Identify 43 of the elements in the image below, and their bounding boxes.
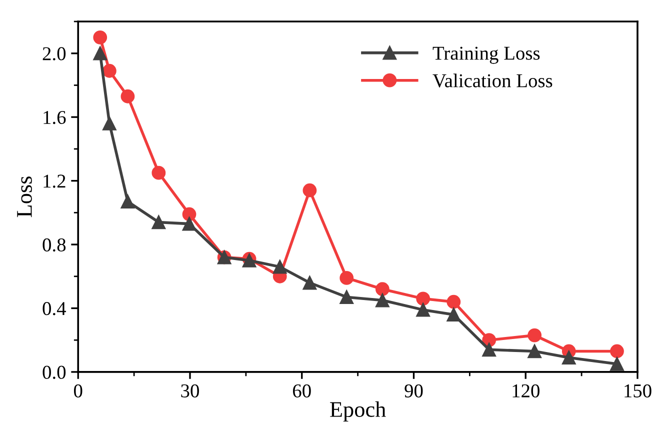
point (120, 89, 135, 104)
y-tick-label: 1.6 (44, 110, 66, 124)
x-tick-label: 90 (404, 384, 423, 398)
x-axis-title: Epoch (330, 401, 386, 422)
point (340, 271, 354, 285)
point (120, 194, 135, 208)
point (562, 350, 576, 365)
point (102, 64, 116, 78)
point (302, 276, 317, 290)
y-tick-label: 0.8 (42, 238, 66, 252)
point (446, 294, 461, 309)
x-tick-label: 120 (512, 384, 540, 398)
point (302, 183, 317, 198)
x-tick-label: 60 (292, 384, 311, 398)
point (152, 215, 166, 230)
y-tick-label: 0.4 (42, 302, 66, 316)
point (416, 292, 430, 306)
point (446, 308, 461, 322)
point (93, 46, 108, 60)
point (272, 260, 287, 274)
point (375, 293, 390, 308)
point (375, 282, 390, 296)
x-tick-label: 150 (624, 384, 652, 398)
y-tick-label: 0.0 (42, 366, 66, 379)
point (102, 116, 116, 130)
y-axis-title: Loss (17, 176, 32, 218)
legend-label: Valication Loss (432, 74, 552, 88)
point (182, 216, 196, 231)
legend-label: Training Loss (432, 46, 540, 64)
point (528, 328, 542, 342)
point (182, 207, 196, 222)
point (610, 344, 624, 358)
point (93, 30, 108, 44)
point (528, 344, 542, 358)
point (416, 302, 430, 317)
point (482, 342, 496, 357)
x-tick-label: 30 (181, 384, 199, 398)
point (152, 166, 166, 180)
y-tick-label: 1.2 (44, 174, 66, 188)
x-tick-label: 0 (74, 384, 82, 398)
point (340, 290, 354, 304)
y-tick-label: 2.0 (42, 47, 66, 60)
point (610, 357, 624, 371)
